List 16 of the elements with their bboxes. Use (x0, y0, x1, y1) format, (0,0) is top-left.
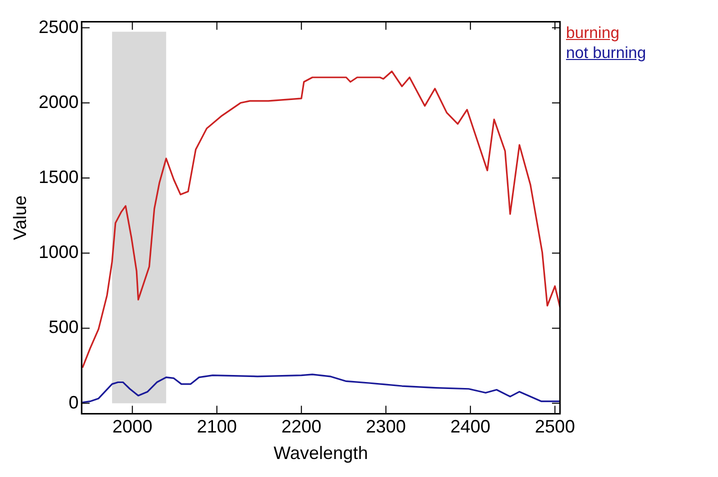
x-tick-label: 2400 (450, 416, 490, 437)
x-tick-label: 2300 (366, 416, 406, 437)
text: burning (566, 24, 620, 44)
x-axis-title: Wavelength (274, 443, 368, 464)
y-tick-label: 2000 (38, 92, 79, 112)
y-axis-title: Value (10, 195, 30, 240)
y-tick-label: 1000 (38, 242, 79, 262)
y-tick-label: 1500 (38, 166, 79, 187)
text: not burning (566, 44, 646, 64)
x-tick-label: 2000 (112, 416, 152, 437)
y-tick-label: 0 (68, 392, 79, 412)
x-tick-label: 2100 (196, 416, 237, 437)
y-tick-label: 2500 (38, 16, 79, 37)
x-tick-label: 2500 (534, 416, 575, 437)
x-tick-label: 2200 (281, 416, 322, 437)
y-tick-label: 500 (48, 317, 79, 338)
